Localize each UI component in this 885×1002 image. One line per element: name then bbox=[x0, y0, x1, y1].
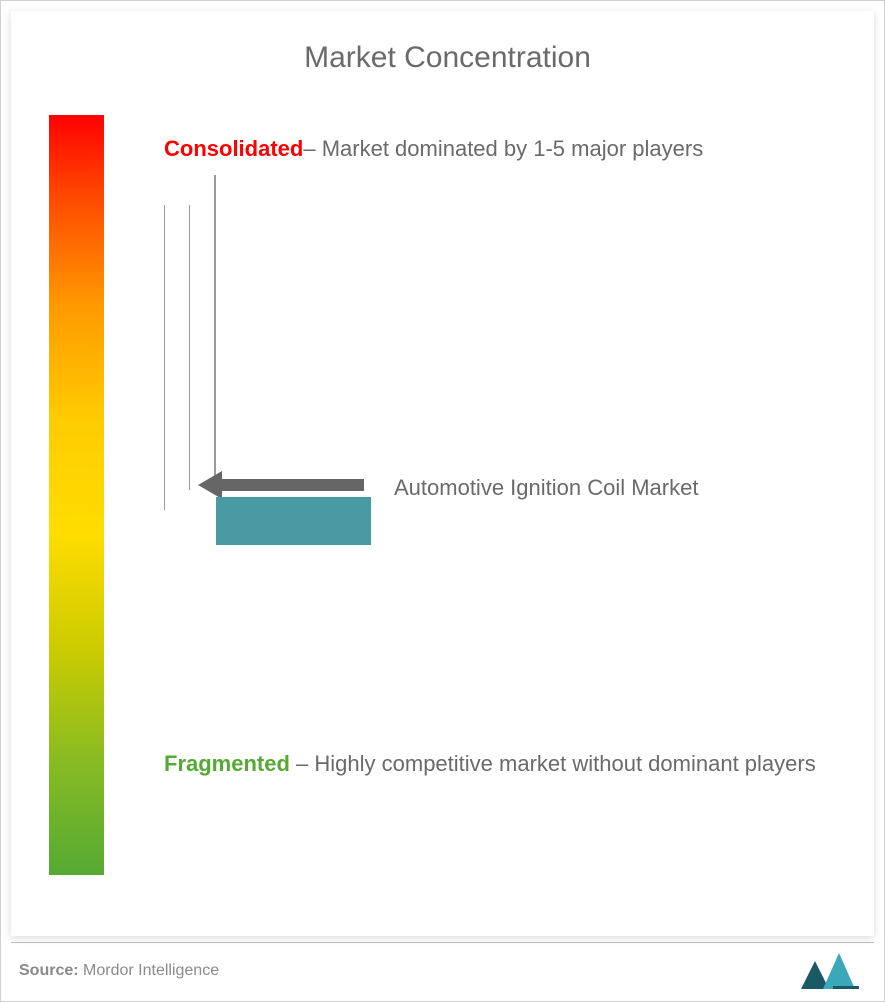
mordor-logo-icon bbox=[801, 953, 874, 989]
footer: Source: Mordor Intelligence bbox=[11, 942, 874, 989]
concentration-gradient-bar bbox=[49, 115, 104, 875]
chart-title: Market Concentration bbox=[41, 41, 854, 75]
fragmented-label: Fragmented bbox=[164, 751, 290, 776]
card: Market Concentration Consolidated– Marke… bbox=[11, 11, 874, 936]
chart-area: Consolidated– Market dominated by 1-5 ma… bbox=[41, 115, 854, 895]
market-marker-label: Automotive Ignition Coil Market bbox=[394, 473, 704, 504]
source-value: Mordor Intelligence bbox=[79, 962, 220, 979]
arrow-head-icon bbox=[198, 471, 222, 499]
market-marker-box bbox=[216, 497, 371, 545]
consolidated-label: Consolidated bbox=[164, 136, 303, 161]
content-area: Consolidated– Market dominated by 1-5 ma… bbox=[104, 115, 854, 895]
bracket-vline-2 bbox=[189, 205, 190, 490]
consolidated-description: – Market dominated by 1-5 major players bbox=[303, 136, 703, 161]
main-container: Market Concentration Consolidated– Marke… bbox=[0, 0, 885, 1002]
bracket-vline-1 bbox=[164, 205, 165, 510]
fragmented-description: – Highly competitive market without domi… bbox=[290, 751, 816, 776]
source-label: Source: bbox=[19, 962, 79, 979]
source-text: Source: Mordor Intelligence bbox=[11, 962, 219, 980]
bracket-vline-3 bbox=[214, 175, 216, 485]
consolidated-block: Consolidated– Market dominated by 1-5 ma… bbox=[164, 125, 834, 173]
marker-arrow bbox=[204, 479, 364, 491]
fragmented-block: Fragmented – Highly competitive market w… bbox=[164, 740, 834, 788]
